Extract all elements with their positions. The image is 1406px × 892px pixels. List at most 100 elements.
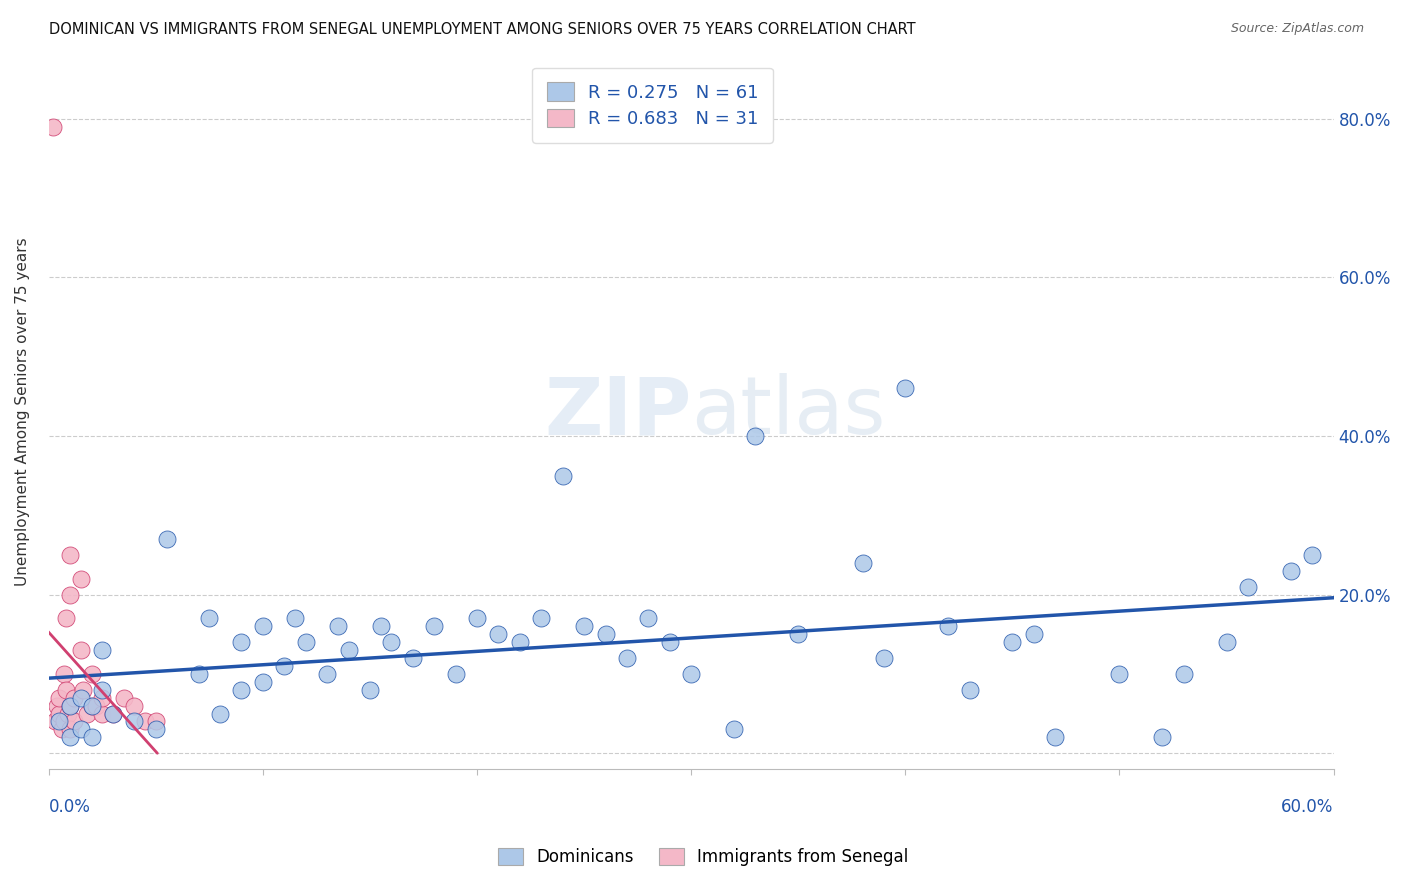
Point: [59, 588, 82, 602]
Point: [1022, 627, 1045, 641]
Point: [48, 690, 70, 705]
Point: [56, 706, 79, 721]
Point: [444, 666, 467, 681]
Point: [70, 723, 93, 737]
Point: [326, 619, 349, 633]
Point: [70, 572, 93, 586]
Point: [1045, 731, 1067, 745]
Point: [209, 706, 232, 721]
Point: [80, 698, 103, 713]
Point: [252, 619, 274, 633]
Point: [63, 690, 86, 705]
Point: [488, 627, 510, 641]
Point: [959, 682, 981, 697]
Point: [1001, 635, 1024, 649]
Point: [681, 666, 703, 681]
Point: [59, 723, 82, 737]
Point: [59, 731, 82, 745]
Y-axis label: Unemployment Among Seniors over 75 years: Unemployment Among Seniors over 75 years: [15, 238, 30, 586]
Point: [42, 120, 65, 134]
Point: [198, 611, 221, 625]
Point: [723, 723, 745, 737]
Point: [59, 698, 82, 713]
Point: [145, 723, 167, 737]
Point: [55, 682, 77, 697]
Text: 60.0%: 60.0%: [1281, 797, 1334, 815]
Point: [402, 651, 425, 665]
Point: [101, 706, 124, 721]
Point: [44, 714, 66, 729]
Point: [380, 635, 402, 649]
Text: atlas: atlas: [692, 373, 886, 451]
Text: Source: ZipAtlas.com: Source: ZipAtlas.com: [1230, 22, 1364, 36]
Point: [124, 714, 146, 729]
Point: [231, 635, 253, 649]
Point: [851, 556, 873, 570]
Point: [1279, 564, 1302, 578]
Point: [273, 659, 295, 673]
Point: [894, 381, 917, 395]
Legend: R = 0.275   N = 61, R = 0.683   N = 31: R = 0.275 N = 61, R = 0.683 N = 31: [533, 68, 773, 143]
Point: [1215, 635, 1237, 649]
Point: [80, 698, 103, 713]
Point: [59, 548, 82, 562]
Point: [465, 611, 488, 625]
Point: [787, 627, 810, 641]
Point: [187, 666, 209, 681]
Point: [294, 635, 316, 649]
Point: [423, 619, 446, 633]
Point: [80, 731, 103, 745]
Point: [658, 635, 681, 649]
Point: [509, 635, 531, 649]
Point: [1173, 666, 1195, 681]
Point: [744, 429, 766, 443]
Point: [370, 619, 392, 633]
Point: [1301, 548, 1323, 562]
Point: [572, 619, 595, 633]
Point: [52, 714, 75, 729]
Point: [70, 690, 93, 705]
Point: [72, 682, 94, 697]
Point: [1237, 580, 1260, 594]
Point: [155, 532, 177, 546]
Point: [91, 690, 114, 705]
Point: [359, 682, 381, 697]
Point: [337, 643, 360, 657]
Point: [48, 714, 70, 729]
Point: [51, 723, 73, 737]
Point: [134, 714, 156, 729]
Text: 0.0%: 0.0%: [49, 797, 90, 815]
Point: [530, 611, 553, 625]
Point: [316, 666, 339, 681]
Point: [80, 666, 103, 681]
Point: [873, 651, 896, 665]
Point: [76, 706, 98, 721]
Point: [231, 682, 253, 697]
Text: ZIP: ZIP: [544, 373, 692, 451]
Text: DOMINICAN VS IMMIGRANTS FROM SENEGAL UNEMPLOYMENT AMONG SENIORS OVER 75 YEARS CO: DOMINICAN VS IMMIGRANTS FROM SENEGAL UNE…: [49, 22, 915, 37]
Point: [91, 643, 114, 657]
Point: [124, 698, 146, 713]
Point: [252, 674, 274, 689]
Point: [52, 666, 75, 681]
Point: [101, 706, 124, 721]
Point: [63, 714, 86, 729]
Point: [284, 611, 307, 625]
Point: [46, 698, 69, 713]
Point: [1152, 731, 1174, 745]
Point: [551, 468, 574, 483]
Point: [637, 611, 659, 625]
Point: [48, 706, 70, 721]
Point: [936, 619, 959, 633]
Point: [91, 706, 114, 721]
Point: [112, 690, 135, 705]
Point: [616, 651, 638, 665]
Point: [1108, 666, 1130, 681]
Point: [55, 611, 77, 625]
Legend: Dominicans, Immigrants from Senegal: Dominicans, Immigrants from Senegal: [491, 841, 915, 873]
Point: [595, 627, 617, 641]
Point: [84, 698, 107, 713]
Point: [91, 682, 114, 697]
Point: [145, 714, 167, 729]
Point: [59, 698, 82, 713]
